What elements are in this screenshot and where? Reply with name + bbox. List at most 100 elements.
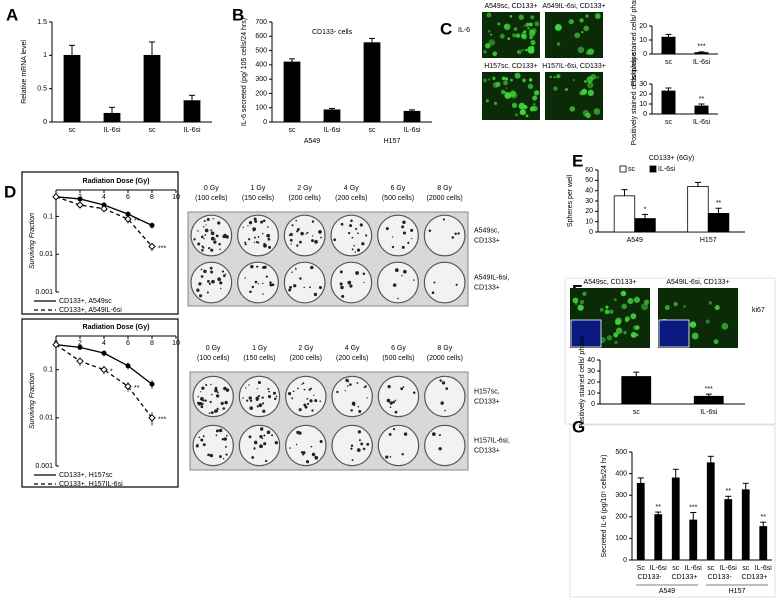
x-tick-label: sc bbox=[69, 127, 77, 134]
image-label: A549sc, CD133+ bbox=[583, 279, 636, 286]
plate-column-label: 2 Gy bbox=[298, 345, 313, 352]
cell-spot bbox=[527, 45, 535, 53]
cell-spot bbox=[515, 33, 521, 38]
bar bbox=[661, 36, 676, 55]
cell-spot bbox=[596, 76, 599, 79]
colony bbox=[273, 397, 277, 401]
plate-column-label: 1 Gy bbox=[252, 345, 267, 352]
bar bbox=[183, 100, 201, 123]
cell-spot bbox=[528, 22, 533, 27]
plate-row-label: H157IL-6si, bbox=[474, 437, 510, 444]
y-axis-title: Spheres per well bbox=[567, 174, 574, 227]
colony bbox=[392, 400, 395, 404]
colony bbox=[305, 460, 310, 464]
colony bbox=[303, 286, 305, 289]
colony bbox=[219, 248, 221, 251]
colony bbox=[221, 438, 225, 441]
data-point bbox=[149, 381, 155, 387]
colony bbox=[397, 297, 399, 300]
plate-well bbox=[283, 261, 326, 304]
cell-spot bbox=[623, 330, 627, 335]
colony bbox=[259, 434, 263, 439]
x-tick-label: Sc bbox=[637, 565, 646, 572]
colony bbox=[248, 238, 251, 241]
colony bbox=[403, 432, 408, 436]
cell-spot bbox=[528, 78, 533, 82]
cell-spot bbox=[572, 297, 579, 304]
plate-row-label: A549IL-6si, bbox=[474, 274, 509, 281]
colony bbox=[389, 455, 392, 458]
colony bbox=[339, 270, 343, 274]
x-axis-title: Radiation Dose (Gy) bbox=[83, 324, 150, 331]
plate-column-label: 8 Gy bbox=[437, 345, 452, 352]
colony bbox=[305, 233, 307, 235]
significance: *** bbox=[705, 386, 713, 393]
marker-label: ki67 bbox=[752, 307, 765, 314]
significance: *** bbox=[689, 504, 697, 511]
significance: *** bbox=[697, 44, 705, 51]
colony bbox=[202, 443, 206, 447]
colony bbox=[217, 277, 221, 282]
colony bbox=[387, 385, 391, 389]
x-tick-label: sc bbox=[633, 409, 641, 416]
cell-spot bbox=[689, 323, 693, 327]
cell-spot bbox=[522, 78, 526, 83]
colony bbox=[257, 397, 260, 400]
colony bbox=[386, 398, 391, 403]
plate-well bbox=[190, 214, 233, 257]
colony bbox=[455, 283, 458, 286]
colony bbox=[312, 235, 314, 237]
colony bbox=[215, 394, 220, 398]
significance: *** bbox=[158, 417, 166, 424]
colony bbox=[256, 265, 259, 268]
cell-spot bbox=[627, 297, 634, 305]
significance: * bbox=[110, 369, 113, 376]
colony bbox=[216, 391, 219, 394]
colony bbox=[403, 269, 407, 274]
x-axis-title: Radiation Dose (Gy) bbox=[83, 178, 150, 185]
plate-column-label: (150 cells) bbox=[242, 195, 274, 202]
cell-spot bbox=[721, 322, 729, 330]
colony bbox=[344, 390, 346, 392]
cell-spot bbox=[713, 339, 719, 345]
data-point bbox=[125, 363, 131, 369]
cell-spot bbox=[517, 50, 520, 53]
colony bbox=[200, 405, 204, 409]
colony bbox=[195, 444, 199, 448]
colony bbox=[362, 272, 366, 276]
y-axis-title: Positively stained cells/ phase bbox=[631, 52, 638, 145]
y-tick-label: 1.5 bbox=[37, 19, 47, 26]
colony bbox=[441, 381, 446, 385]
plate-well bbox=[237, 261, 279, 304]
cell-spot bbox=[488, 39, 496, 46]
colony bbox=[402, 231, 406, 235]
cell-spot bbox=[673, 301, 678, 307]
colony bbox=[207, 246, 211, 250]
colony bbox=[438, 447, 442, 451]
plate-well bbox=[423, 261, 466, 304]
cell-spot bbox=[492, 76, 496, 80]
y-tick-label: 0 bbox=[623, 557, 627, 564]
bar bbox=[103, 112, 121, 123]
colony bbox=[298, 408, 302, 412]
x-tick-label: A549 bbox=[627, 237, 643, 244]
cell-spot bbox=[553, 76, 556, 79]
group-label: A549 bbox=[304, 138, 320, 145]
x-tick-label: IL-6si bbox=[103, 127, 121, 134]
cell-spot bbox=[507, 37, 511, 41]
colony bbox=[310, 445, 313, 448]
colony bbox=[210, 248, 214, 252]
bar bbox=[654, 514, 663, 561]
colony bbox=[253, 440, 258, 445]
colony bbox=[302, 382, 305, 385]
colony bbox=[345, 378, 349, 383]
colony bbox=[304, 405, 308, 409]
colony bbox=[262, 402, 265, 405]
colony bbox=[201, 245, 204, 248]
colony bbox=[203, 269, 207, 274]
bar bbox=[403, 110, 421, 123]
cell-spot bbox=[497, 22, 501, 26]
colony bbox=[223, 386, 227, 391]
colony bbox=[438, 434, 441, 437]
